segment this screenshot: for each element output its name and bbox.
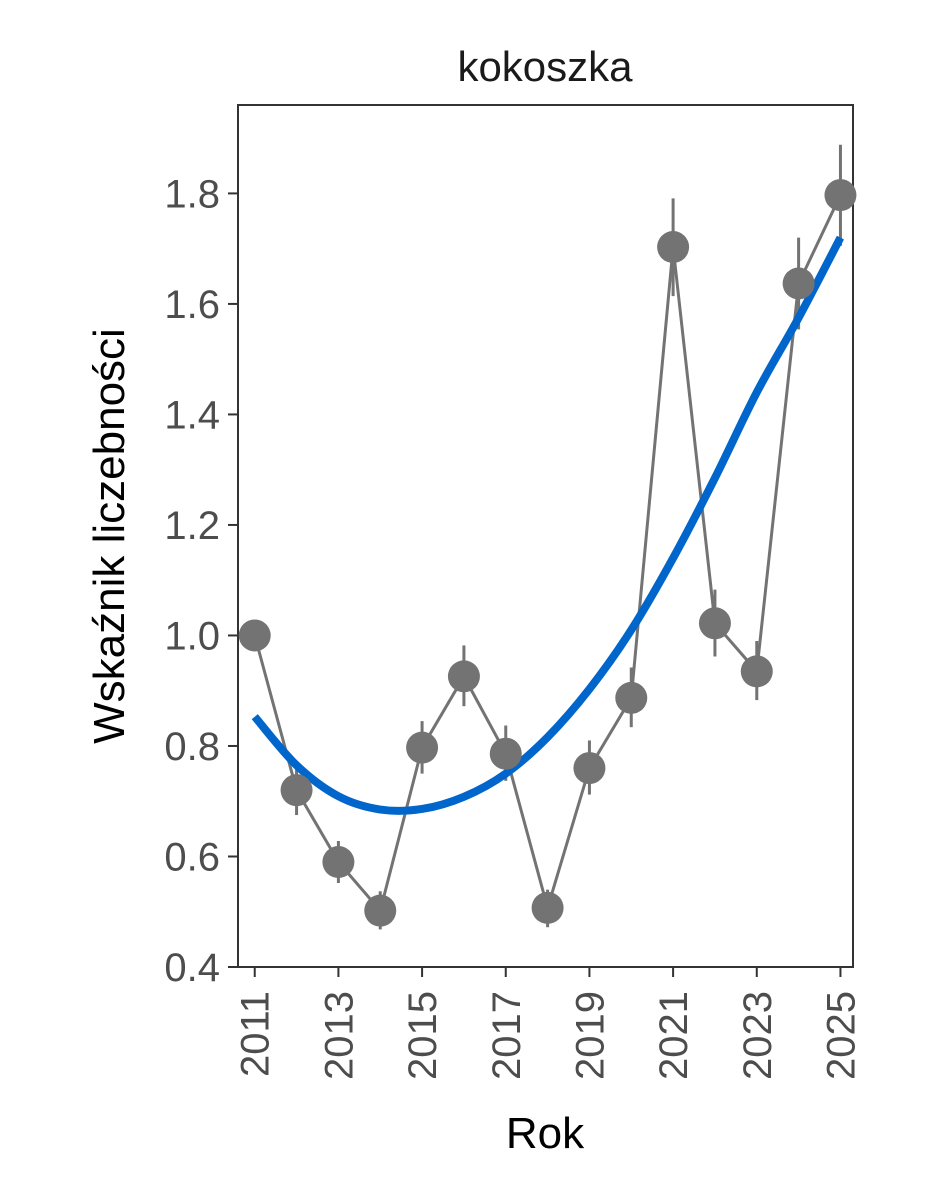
data-point xyxy=(447,660,480,693)
x-tick-label: 2019 xyxy=(568,991,612,1080)
x-tick-label: 2015 xyxy=(401,991,445,1080)
x-axis: 2011 2013 2015 2017 2019 2021 2023 2025 xyxy=(234,967,863,1080)
data-point xyxy=(782,267,815,300)
y-tick-label: 0.6 xyxy=(164,835,220,879)
y-tick-label: 1.6 xyxy=(164,283,220,327)
y-tick-label: 0.4 xyxy=(164,946,220,990)
data-point xyxy=(740,655,773,688)
y-tick-label: 0.8 xyxy=(164,725,220,769)
y-tick-label: 1.4 xyxy=(164,393,220,437)
data-point xyxy=(238,619,271,652)
series-layer xyxy=(238,144,857,930)
chart-title: kokoszka xyxy=(457,43,633,90)
x-tick-label: 2025 xyxy=(819,991,863,1080)
y-tick-label: 1.2 xyxy=(164,504,220,548)
x-tick-label: 2011 xyxy=(234,991,278,1077)
x-tick-label: 2021 xyxy=(652,991,696,1080)
data-point xyxy=(280,774,313,807)
data-point xyxy=(531,891,564,924)
data-point xyxy=(364,894,397,927)
data-point xyxy=(824,179,857,212)
x-tick-label: 2013 xyxy=(317,991,361,1080)
y-tick-label: 1.0 xyxy=(164,614,220,658)
y-axis: 0.4 0.6 0.8 1.0 1.2 1.4 1.6 1.8 xyxy=(164,172,238,990)
data-point xyxy=(573,752,606,785)
x-tick-label: 2023 xyxy=(736,991,780,1080)
y-axis-title: Wskaźnik liczebności xyxy=(85,328,134,744)
x-axis-title: Rok xyxy=(506,1109,585,1158)
data-point xyxy=(406,731,439,764)
plot-panel xyxy=(237,104,854,968)
data-point xyxy=(489,737,522,770)
x-tick-label: 2017 xyxy=(485,991,529,1080)
trend-curve xyxy=(251,235,844,815)
data-point xyxy=(615,681,648,714)
data-point xyxy=(322,846,355,879)
data-point xyxy=(698,607,731,640)
data-point xyxy=(657,231,690,264)
y-tick-label: 1.8 xyxy=(164,172,220,216)
